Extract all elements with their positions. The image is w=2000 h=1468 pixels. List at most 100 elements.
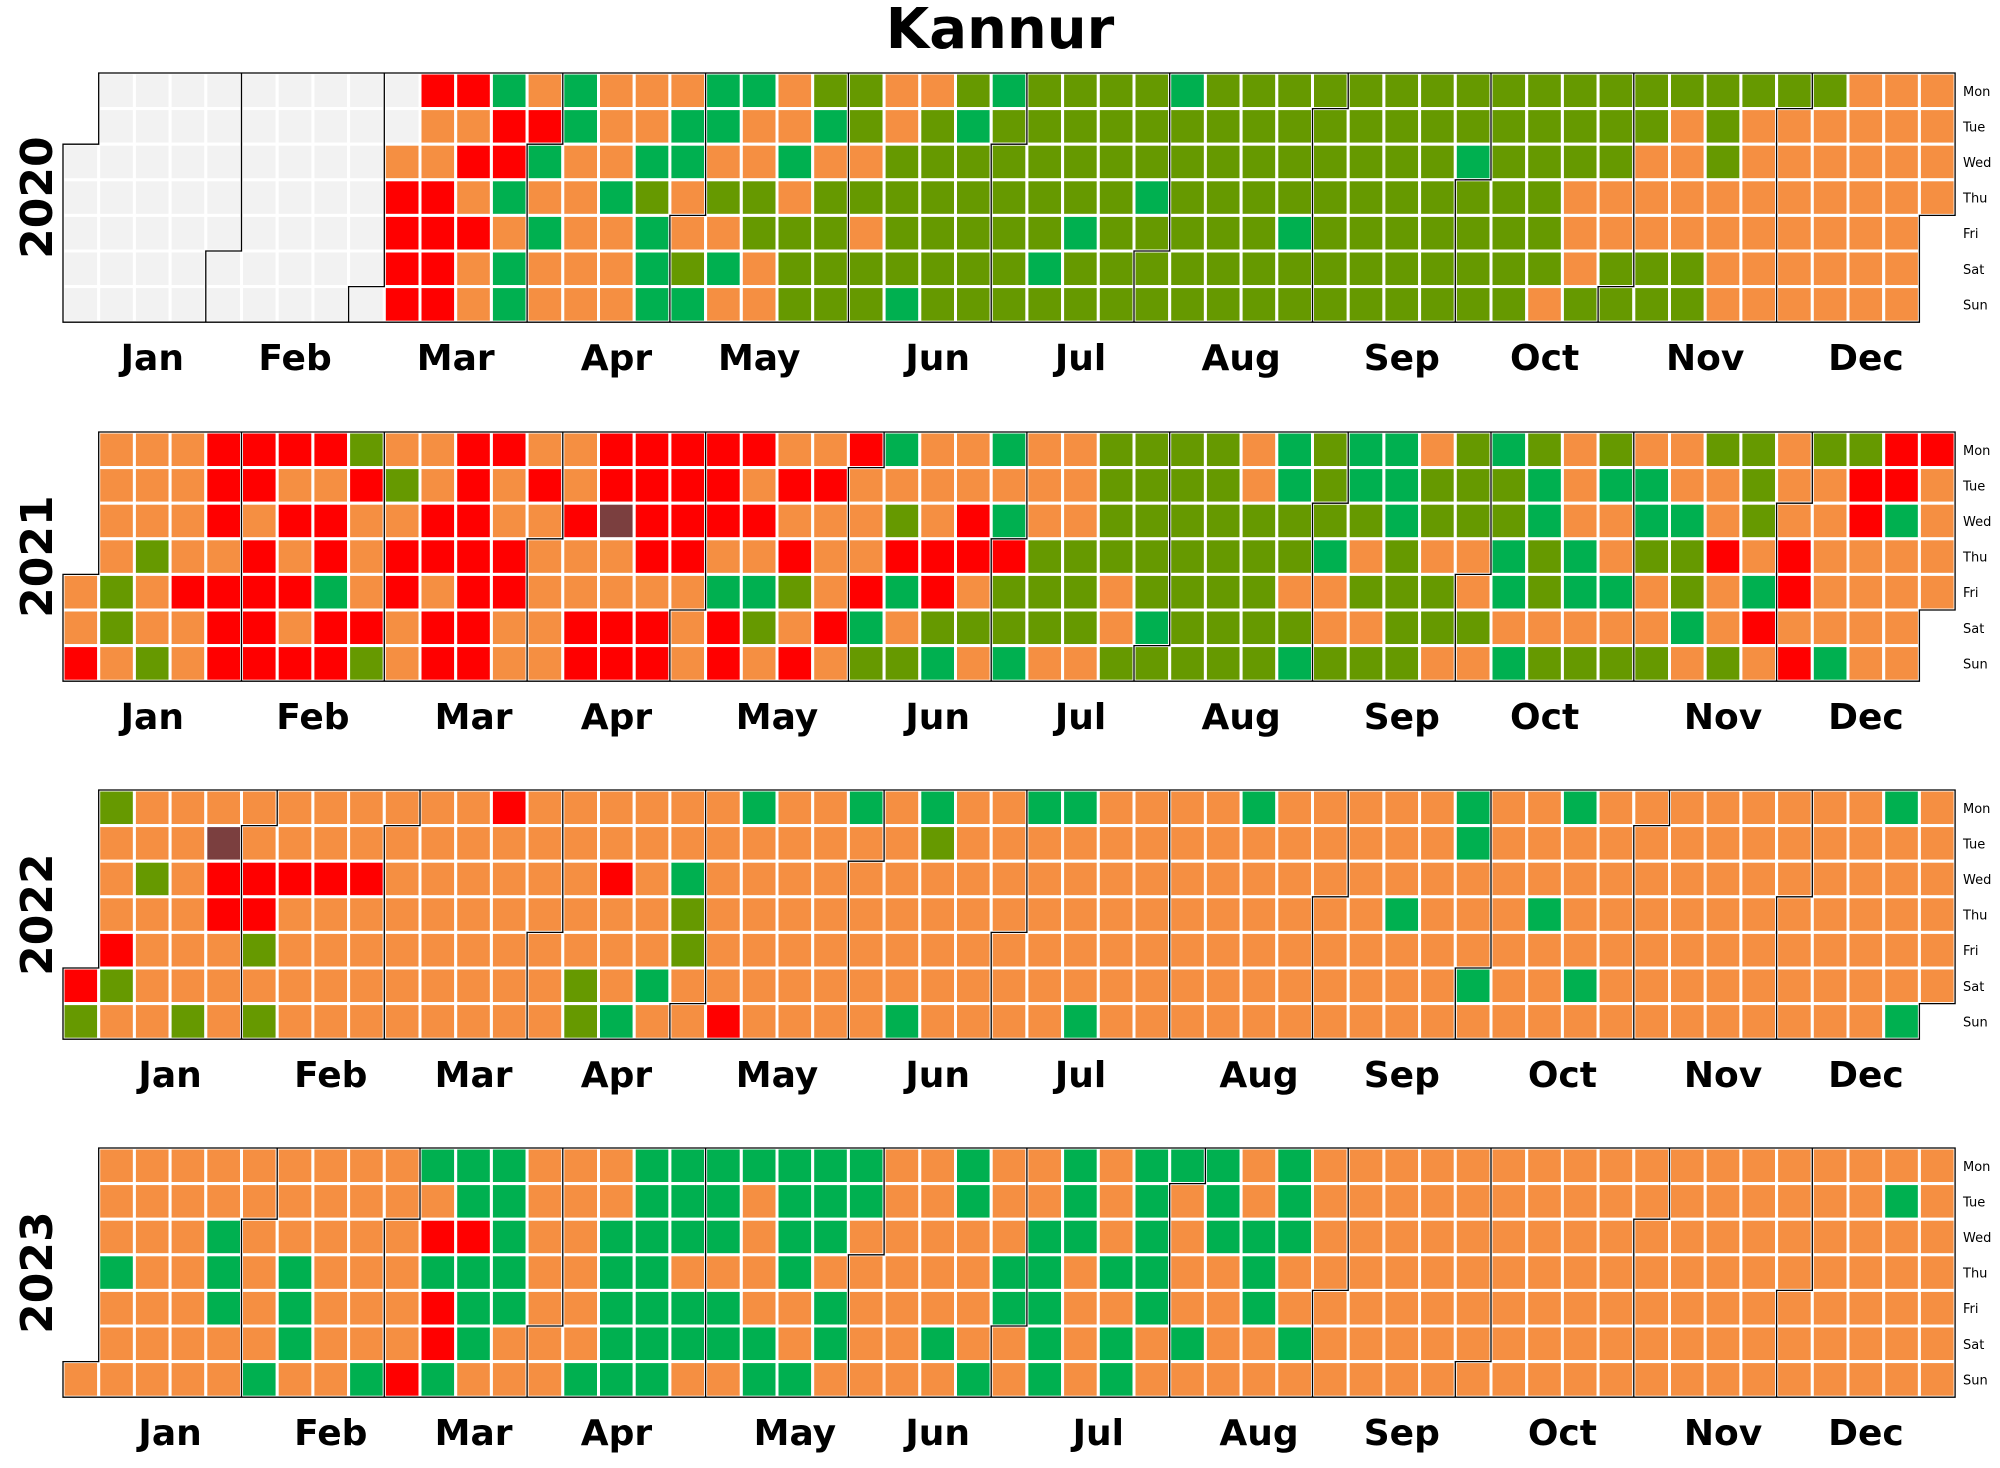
day-cell (275, 107, 315, 146)
day-cell (1632, 1253, 1672, 1292)
day-cell (1025, 824, 1065, 863)
day-cell (1489, 859, 1529, 899)
day-cell (704, 1002, 743, 1041)
day-cell (382, 501, 422, 541)
day-cell (1525, 178, 1564, 217)
day-cell (1275, 1217, 1315, 1257)
day-cell (1275, 1360, 1315, 1399)
day-cell (1203, 213, 1243, 253)
day-cell (1418, 895, 1457, 934)
day-cell (1382, 107, 1422, 146)
day-cell (954, 608, 993, 648)
day-cell (275, 466, 315, 505)
day-cell (1846, 142, 1886, 182)
day-cell (954, 537, 993, 576)
day-cell (1346, 1217, 1386, 1257)
day-cell (1382, 213, 1422, 253)
day-cell (1810, 859, 1850, 899)
day-cell (1346, 1288, 1386, 1328)
day-cell (1132, 213, 1172, 253)
day-cell (989, 501, 1029, 541)
day-cell (1311, 107, 1350, 146)
day-cell (1882, 1324, 1921, 1364)
day-cell (1275, 501, 1315, 541)
day-cell (347, 430, 386, 470)
day-cell (1096, 537, 1136, 576)
day-cell (668, 1288, 708, 1328)
day-cell (1489, 1217, 1529, 1257)
day-cell (1096, 1146, 1136, 1186)
day-cell (739, 142, 779, 182)
day-cell (1061, 895, 1100, 934)
day-cell (1775, 430, 1814, 470)
day-cell (561, 788, 600, 828)
weekday-label: Mon (1963, 1160, 1990, 1175)
day-cell (775, 788, 815, 828)
day-cell (311, 1324, 351, 1364)
day-cell (1560, 859, 1600, 899)
day-cell (1525, 1146, 1564, 1186)
day-cell (1810, 466, 1850, 505)
day-cell (1346, 859, 1386, 899)
day-cell (775, 107, 815, 146)
day-cell (132, 966, 172, 1006)
day-cell (204, 644, 244, 683)
day-cell (418, 824, 458, 863)
day-cell (347, 1288, 386, 1328)
day-cell (1453, 430, 1493, 470)
day-cell (1632, 249, 1672, 289)
day-cell (775, 213, 815, 253)
day-cell (632, 213, 672, 253)
month-label: Feb (258, 338, 331, 379)
day-cell (418, 107, 458, 146)
day-cell (954, 285, 993, 324)
day-cell (1239, 1324, 1279, 1364)
day-cell (525, 572, 565, 612)
day-cell (632, 142, 672, 182)
day-cell (1917, 1182, 1957, 1221)
day-cell (1810, 788, 1850, 828)
day-cell (1632, 644, 1672, 683)
day-cell (704, 788, 743, 828)
month-label: Nov (1684, 697, 1762, 738)
month-label: Feb (276, 697, 349, 738)
day-cell (275, 895, 315, 934)
day-cell (1382, 285, 1422, 324)
year-label: 2022 (12, 853, 63, 975)
day-cell (525, 213, 565, 253)
day-cell (275, 1253, 315, 1292)
day-cell (1739, 824, 1779, 863)
day-cell (1668, 430, 1707, 470)
day-cell (704, 178, 743, 217)
day-cell (989, 859, 1029, 899)
day-cell (1418, 501, 1457, 541)
day-cell (1560, 107, 1600, 146)
day-cell (525, 608, 565, 648)
day-cell (846, 930, 886, 970)
day-cell (1025, 1146, 1065, 1186)
day-cell (775, 1288, 815, 1328)
day-cell (1846, 572, 1886, 612)
day-cell (418, 178, 458, 217)
day-cell (739, 1146, 779, 1186)
day-cell (1025, 930, 1065, 970)
day-cell (454, 788, 493, 828)
month-label: May (718, 338, 800, 379)
day-cell (1668, 1217, 1707, 1257)
day-cell (168, 430, 208, 470)
day-cell (597, 930, 636, 970)
day-cell (989, 644, 1029, 683)
day-cell (1061, 537, 1100, 576)
day-cell (1025, 608, 1065, 648)
day-cell (704, 608, 743, 648)
day-cell (1668, 824, 1707, 863)
day-cell (1882, 859, 1921, 899)
day-cell (347, 213, 386, 253)
day-cell (1418, 824, 1457, 863)
month-label: Oct (1528, 1413, 1597, 1454)
day-cell (704, 1182, 743, 1221)
day-cell (811, 966, 850, 1006)
day-cell (989, 142, 1029, 182)
day-cell (1775, 249, 1814, 289)
